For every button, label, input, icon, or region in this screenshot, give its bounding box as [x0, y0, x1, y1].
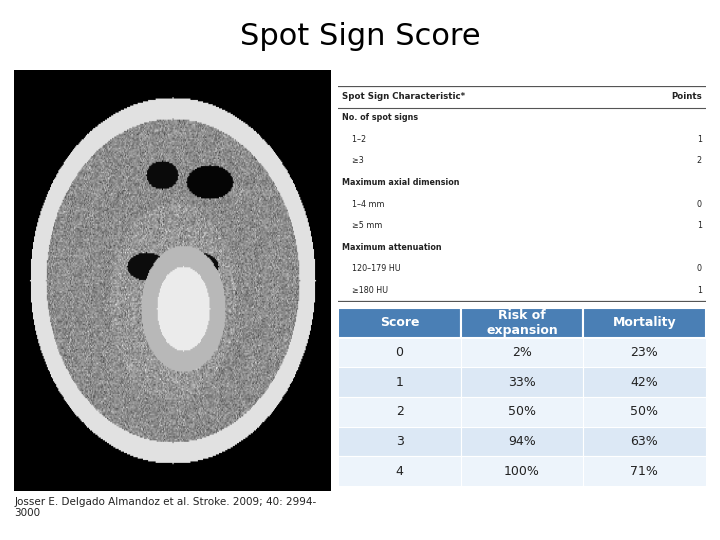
Text: 4: 4: [396, 464, 403, 478]
Text: 1–4 mm: 1–4 mm: [342, 200, 384, 208]
Bar: [583, 367, 706, 397]
Text: 3: 3: [396, 435, 403, 448]
Text: Spot Sign Characteristic*: Spot Sign Characteristic*: [342, 92, 465, 100]
Bar: [461, 397, 583, 427]
Text: 50%: 50%: [631, 405, 658, 418]
Bar: [338, 397, 461, 427]
Text: Risk of
expansion: Risk of expansion: [486, 309, 558, 336]
Text: Josser E. Delgado Almandoz et al. Stroke. 2009; 40: 2994-
3000: Josser E. Delgado Almandoz et al. Stroke…: [14, 497, 317, 518]
Text: Spot Sign Score: Spot Sign Score: [240, 22, 480, 51]
Text: Score: Score: [380, 316, 419, 329]
Text: ≥5 mm: ≥5 mm: [342, 221, 382, 230]
Text: 1: 1: [697, 286, 702, 295]
Bar: [338, 338, 461, 367]
Text: 63%: 63%: [631, 435, 658, 448]
Text: 0: 0: [697, 200, 702, 208]
Text: 1: 1: [697, 135, 702, 144]
Text: 42%: 42%: [631, 375, 658, 389]
Text: 50%: 50%: [508, 405, 536, 418]
Text: 0: 0: [697, 265, 702, 273]
Text: 100%: 100%: [504, 464, 540, 478]
Bar: [583, 308, 706, 338]
Text: 1: 1: [396, 375, 403, 389]
Text: 120–179 HU: 120–179 HU: [342, 265, 401, 273]
Bar: [461, 367, 583, 397]
Text: Maximum axial dimension: Maximum axial dimension: [342, 178, 459, 187]
Bar: [338, 367, 461, 397]
Bar: [461, 308, 583, 338]
Bar: [583, 397, 706, 427]
Text: No. of spot signs: No. of spot signs: [342, 113, 418, 122]
Bar: [461, 338, 583, 367]
Text: 2: 2: [697, 157, 702, 165]
Bar: [583, 456, 706, 486]
Text: 71%: 71%: [631, 464, 658, 478]
Bar: [338, 427, 461, 456]
Text: Maximum attenuation: Maximum attenuation: [342, 243, 441, 252]
Text: 2: 2: [396, 405, 403, 418]
Text: ≥180 HU: ≥180 HU: [342, 286, 388, 295]
Bar: [583, 338, 706, 367]
Text: 2%: 2%: [512, 346, 532, 359]
Bar: [461, 427, 583, 456]
Bar: [583, 427, 706, 456]
Text: 33%: 33%: [508, 375, 536, 389]
Text: 1–2: 1–2: [342, 135, 366, 144]
Text: Mortality: Mortality: [613, 316, 676, 329]
Bar: [338, 308, 461, 338]
Bar: [338, 456, 461, 486]
Bar: [461, 456, 583, 486]
Text: 0: 0: [395, 346, 404, 359]
Text: ≥3: ≥3: [342, 157, 364, 165]
Text: 94%: 94%: [508, 435, 536, 448]
Text: Points: Points: [671, 92, 702, 100]
Text: 23%: 23%: [631, 346, 658, 359]
Text: 1: 1: [697, 221, 702, 230]
